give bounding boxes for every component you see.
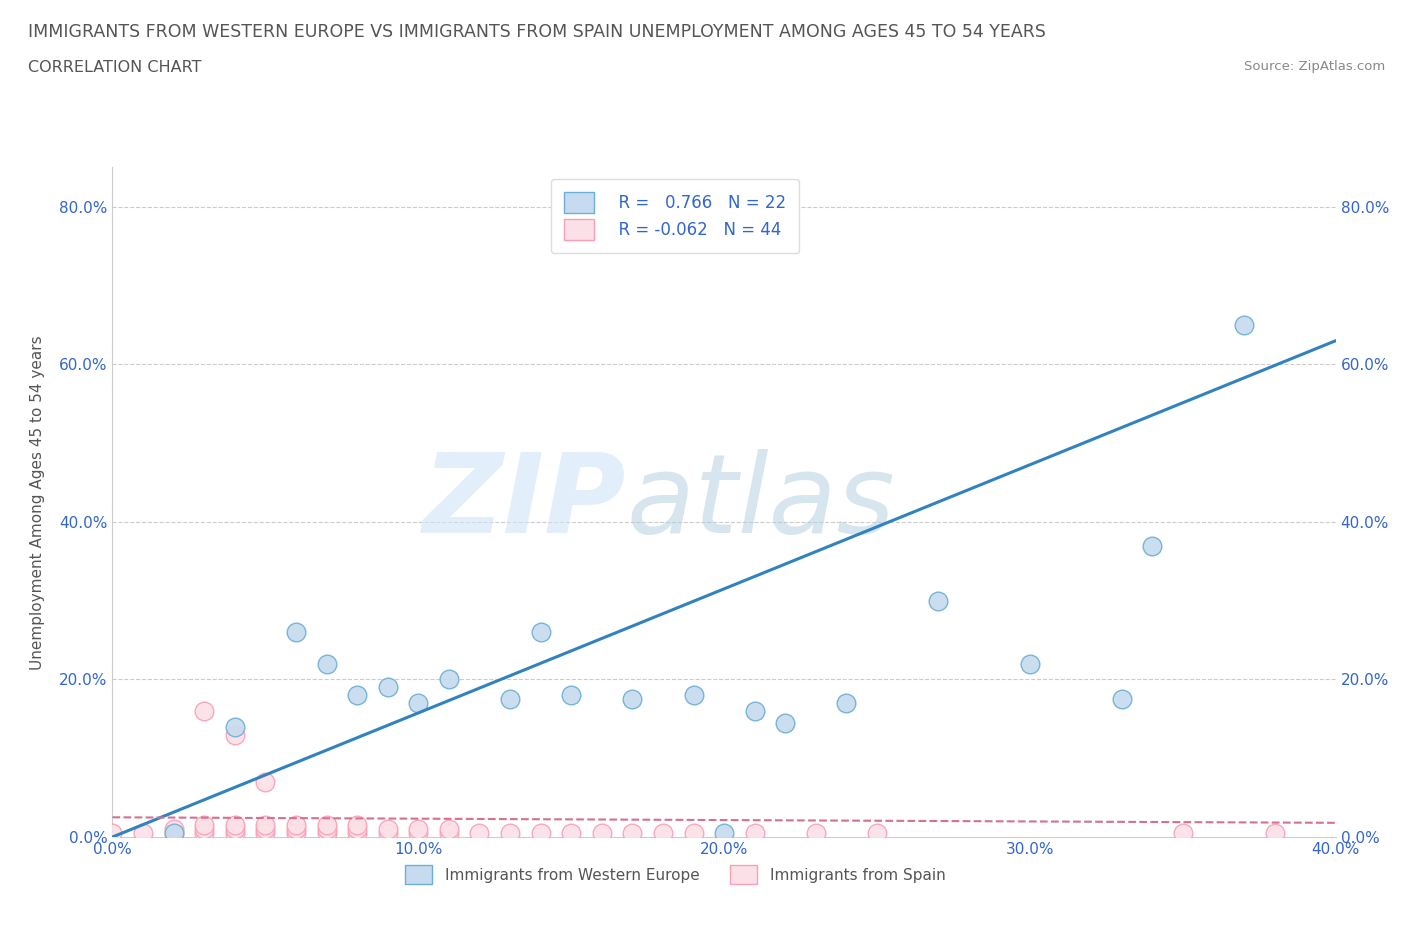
Y-axis label: Unemployment Among Ages 45 to 54 years: Unemployment Among Ages 45 to 54 years	[31, 335, 45, 670]
Point	[224, 822, 246, 837]
Point	[254, 826, 277, 841]
Point	[284, 822, 308, 837]
Point	[224, 719, 246, 734]
Point	[346, 826, 368, 841]
Point	[621, 826, 644, 841]
Point	[437, 822, 460, 837]
Point	[163, 826, 186, 841]
Point	[377, 680, 399, 695]
Point	[437, 826, 460, 841]
Point	[437, 672, 460, 687]
Point	[1233, 317, 1256, 332]
Text: Source: ZipAtlas.com: Source: ZipAtlas.com	[1244, 60, 1385, 73]
Point	[346, 822, 368, 837]
Point	[315, 817, 337, 832]
Point	[1111, 692, 1133, 707]
Point	[835, 696, 858, 711]
Point	[224, 727, 246, 742]
Point	[315, 826, 337, 841]
Point	[315, 822, 337, 837]
Point	[193, 703, 215, 718]
Point	[560, 688, 582, 703]
Point	[377, 826, 399, 841]
Point	[682, 688, 704, 703]
Point	[744, 703, 766, 718]
Point	[621, 692, 644, 707]
Point	[224, 826, 246, 841]
Point	[377, 822, 399, 837]
Point	[652, 826, 675, 841]
Point	[346, 817, 368, 832]
Point	[713, 826, 735, 841]
Point	[1018, 657, 1040, 671]
Point	[408, 826, 430, 841]
Point	[315, 657, 337, 671]
Point	[775, 715, 797, 730]
Point	[744, 826, 766, 841]
Point	[1142, 538, 1164, 553]
Point	[804, 826, 827, 841]
Text: ZIP: ZIP	[423, 448, 626, 556]
Point	[530, 625, 553, 640]
Point	[346, 688, 368, 703]
Point	[499, 692, 522, 707]
Point	[163, 826, 186, 841]
Point	[193, 822, 215, 837]
Point	[927, 593, 949, 608]
Point	[132, 826, 155, 841]
Point	[254, 775, 277, 790]
Point	[866, 826, 889, 841]
Text: CORRELATION CHART: CORRELATION CHART	[28, 60, 201, 75]
Point	[468, 826, 491, 841]
Text: atlas: atlas	[626, 448, 894, 556]
Point	[591, 826, 613, 841]
Point	[682, 826, 704, 841]
Point	[224, 817, 246, 832]
Point	[193, 826, 215, 841]
Point	[408, 696, 430, 711]
Point	[530, 826, 553, 841]
Point	[163, 822, 186, 837]
Point	[254, 822, 277, 837]
Point	[101, 826, 124, 841]
Point	[408, 822, 430, 837]
Point	[1171, 826, 1194, 841]
Point	[499, 826, 522, 841]
Point	[193, 817, 215, 832]
Text: IMMIGRANTS FROM WESTERN EUROPE VS IMMIGRANTS FROM SPAIN UNEMPLOYMENT AMONG AGES : IMMIGRANTS FROM WESTERN EUROPE VS IMMIGR…	[28, 23, 1046, 41]
Point	[1264, 826, 1286, 841]
Point	[560, 826, 582, 841]
Point	[284, 826, 308, 841]
Legend: Immigrants from Western Europe, Immigrants from Spain: Immigrants from Western Europe, Immigran…	[392, 853, 957, 897]
Point	[284, 625, 308, 640]
Point	[284, 817, 308, 832]
Point	[254, 817, 277, 832]
